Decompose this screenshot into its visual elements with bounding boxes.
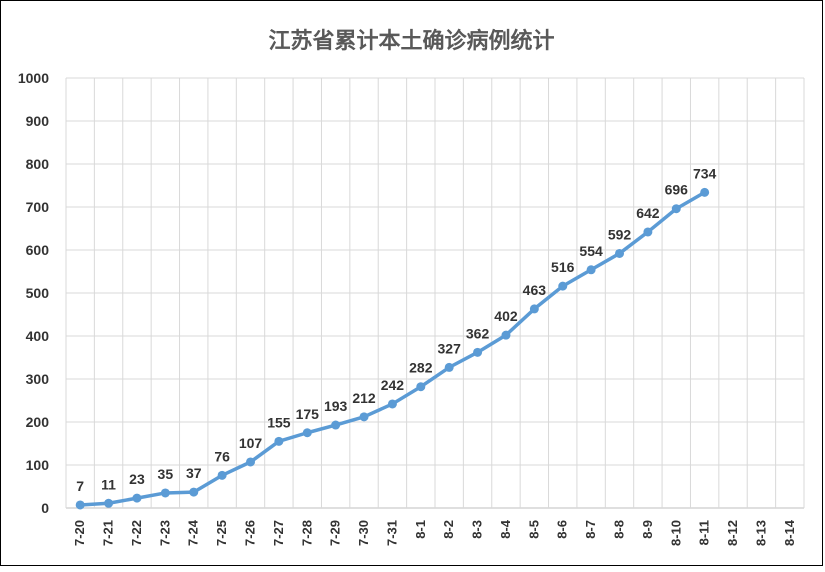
x-tick-label: 8-9 (640, 520, 655, 539)
data-label: 362 (466, 325, 490, 341)
chart-title: 江苏省累计本土确诊病例统计 (268, 29, 555, 54)
data-label: 107 (239, 435, 263, 451)
data-label: 37 (186, 465, 202, 481)
data-point (700, 187, 710, 197)
x-tick-label: 7-29 (328, 520, 343, 546)
data-point (104, 498, 114, 508)
data-label: 155 (267, 414, 291, 430)
x-tick-label: 8-7 (583, 520, 598, 539)
x-tick-label: 8-6 (555, 520, 570, 539)
data-point (160, 488, 170, 498)
data-label: 242 (381, 377, 405, 393)
x-tick-label: 7-25 (214, 520, 229, 546)
x-tick-label: 7-24 (186, 519, 201, 546)
data-point (586, 265, 596, 275)
data-label: 282 (409, 360, 433, 376)
y-tick-label: 200 (26, 414, 50, 430)
data-label: 402 (494, 308, 518, 324)
data-point (501, 330, 511, 340)
x-tick-label: 8-14 (782, 519, 797, 546)
y-tick-label: 300 (26, 371, 50, 387)
x-tick-label: 8-13 (753, 520, 768, 546)
data-point (529, 304, 539, 314)
y-tick-label: 0 (41, 500, 49, 516)
data-label: 76 (214, 448, 230, 464)
data-point (331, 420, 341, 430)
data-point (387, 399, 397, 409)
data-point (643, 227, 653, 237)
data-label: 11 (101, 476, 116, 492)
x-tick-label: 7-30 (356, 520, 371, 546)
x-tick-label: 8-8 (612, 520, 627, 539)
x-tick-label: 7-20 (72, 520, 87, 546)
y-tick-label: 500 (26, 285, 50, 301)
data-label: 463 (523, 282, 547, 298)
data-point (615, 248, 624, 258)
data-label: 35 (158, 466, 174, 482)
x-tick-label: 7-21 (101, 520, 116, 546)
x-tick-label: 8-3 (470, 520, 485, 539)
x-tick-label: 7-22 (129, 520, 144, 546)
data-label: 175 (296, 406, 320, 422)
y-tick-label: 100 (26, 457, 50, 473)
x-tick-label: 7-26 (243, 520, 258, 546)
data-label: 212 (352, 390, 376, 406)
x-tick-label: 8-1 (413, 520, 428, 539)
x-tick-label: 8-4 (498, 519, 513, 539)
data-label: 7 (76, 478, 84, 494)
x-tick-label: 7-31 (384, 520, 399, 546)
data-label: 516 (551, 259, 575, 275)
y-tick-label: 800 (26, 156, 50, 172)
y-tick-label: 700 (26, 199, 50, 215)
x-tick-label: 7-28 (299, 520, 314, 546)
x-tick-label: 8-12 (725, 520, 740, 546)
data-point (246, 457, 255, 467)
data-label: 327 (438, 340, 462, 356)
data-label: 642 (636, 205, 660, 221)
data-label: 592 (608, 226, 632, 242)
data-point (359, 412, 369, 422)
data-point (189, 487, 199, 497)
data-label: 23 (129, 471, 145, 487)
gridlines (65, 77, 805, 509)
data-point (274, 436, 284, 446)
data-point (75, 500, 85, 510)
y-tick-label: 600 (26, 242, 50, 258)
data-label: 193 (324, 398, 348, 414)
y-tick-label: 1000 (18, 70, 49, 86)
data-point (558, 281, 568, 291)
y-axis-ticks: 0 100 200 300 400 500 600 700 800 900 1000 (18, 70, 49, 516)
data-point (671, 204, 681, 214)
y-tick-label: 900 (26, 113, 50, 129)
data-point (473, 347, 483, 357)
data-label: 696 (665, 182, 689, 198)
x-tick-label: 7-23 (157, 520, 172, 546)
x-tick-label: 8-2 (441, 520, 456, 539)
x-tick-label: 8-11 (697, 520, 712, 545)
data-label: 734 (693, 165, 717, 181)
data-label: 554 (579, 243, 603, 259)
x-tick-label: 7-27 (271, 520, 286, 546)
data-point (416, 382, 426, 392)
x-tick-label: 8-5 (526, 520, 541, 539)
x-axis-ticks: 7-20 7-21 7-22 7-23 7-24 7-25 7-26 7-27 7-28 7-29… (72, 519, 797, 546)
x-tick-label: 8-10 (668, 520, 683, 546)
data-point (217, 470, 227, 480)
data-points (75, 187, 710, 510)
data-point (302, 428, 312, 438)
y-tick-label: 400 (26, 328, 50, 344)
data-point (132, 493, 142, 503)
data-point (444, 362, 454, 372)
